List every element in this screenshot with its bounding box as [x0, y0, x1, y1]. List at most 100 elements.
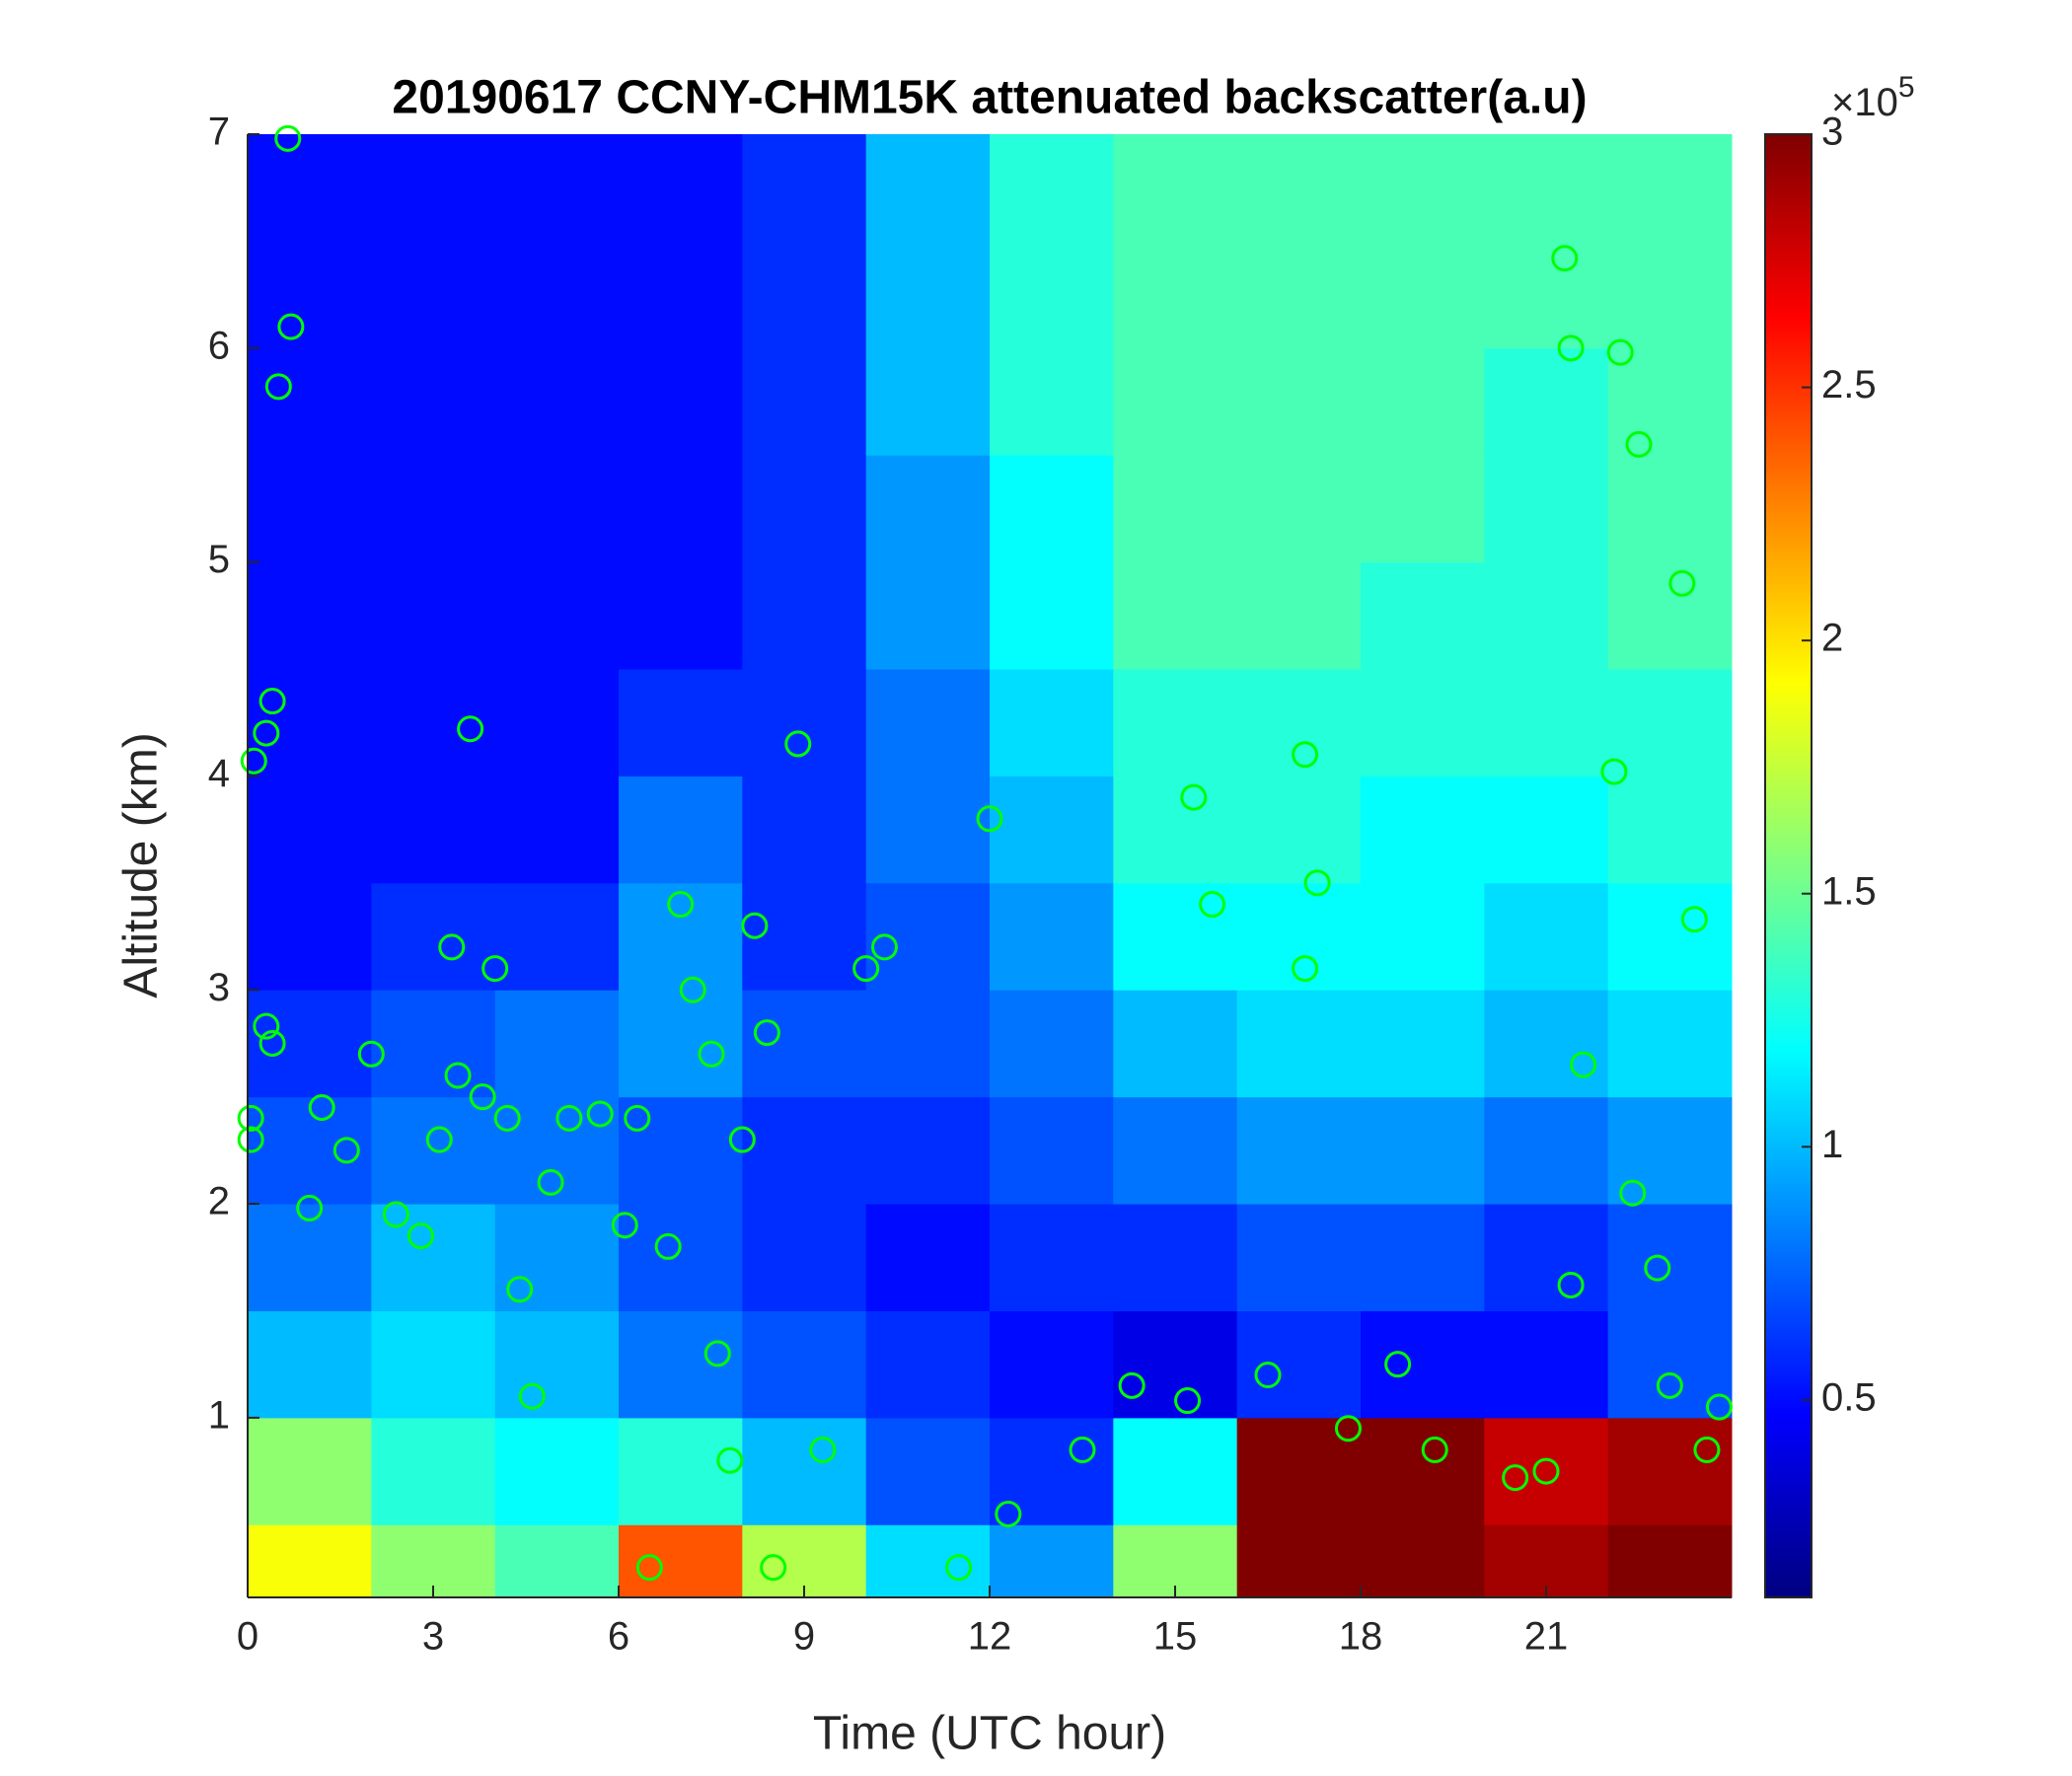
- heatmap-cell: [742, 882, 867, 991]
- heatmap-cell: [619, 1204, 743, 1311]
- heatmap-cell: [1607, 669, 1733, 777]
- heatmap-cell: [248, 882, 372, 991]
- scatter-point: [259, 1029, 286, 1057]
- x-axis-label: Time (UTC hour): [813, 1708, 1166, 1760]
- heatmap-cell: [1236, 347, 1362, 456]
- heatmap-cell: [494, 1310, 620, 1419]
- colorbar-tick-label: 0.5: [1821, 1375, 1877, 1419]
- heatmap-cell: [371, 561, 496, 670]
- scatter-point: [945, 1554, 973, 1582]
- scatter-point: [1600, 758, 1628, 785]
- heatmap-cell: [1113, 1204, 1238, 1311]
- colorbar-multiplier: ×105: [1831, 71, 1915, 124]
- scatter-point: [259, 688, 286, 715]
- heatmap-cell: [248, 134, 372, 242]
- scatter-point: [518, 1382, 546, 1410]
- heatmap-cell: [619, 455, 743, 563]
- scatter-point: [457, 715, 484, 743]
- heatmap-cell: [371, 134, 496, 242]
- scatter-point: [1680, 906, 1708, 933]
- heatmap-cell: [1236, 241, 1362, 349]
- colorbar-tick-label: 1.5: [1821, 869, 1877, 913]
- scatter-point: [1421, 1436, 1448, 1463]
- heatmap-cell: [371, 347, 496, 456]
- x-tick-label: 9: [793, 1615, 815, 1659]
- heatmap-cell: [371, 455, 496, 563]
- scatter-point: [1625, 430, 1653, 458]
- heatmap-cell: [1236, 1524, 1362, 1598]
- heatmap-cell: [371, 990, 496, 1098]
- scatter-point: [624, 1104, 651, 1132]
- heatmap-cell: [494, 561, 620, 670]
- heatmap-cell: [619, 882, 743, 991]
- heatmap-cell: [371, 1204, 496, 1311]
- heatmap-cell: [742, 776, 867, 884]
- scatter-point: [1384, 1351, 1412, 1378]
- heatmap-cell: [248, 455, 372, 563]
- y-tick-label: 6: [208, 324, 230, 367]
- heatmap-cell: [1607, 990, 1733, 1098]
- heatmap-cell: [1361, 1310, 1485, 1419]
- heatmap-cell: [619, 134, 743, 242]
- heatmap-cell: [990, 1204, 1114, 1311]
- heatmap-cell: [494, 1204, 620, 1311]
- scatter-point: [240, 747, 267, 775]
- scatter-point: [1551, 245, 1579, 272]
- scatter-point: [1557, 334, 1585, 362]
- scatter-point: [237, 1104, 264, 1132]
- heatmap-cell: [619, 776, 743, 884]
- scatter-point: [698, 1040, 725, 1068]
- y-tick-label: 1: [208, 1393, 230, 1437]
- heatmap-cell: [1484, 561, 1609, 670]
- heatmap-cell: [865, 1310, 991, 1419]
- scatter-point: [635, 1554, 663, 1582]
- heatmap-cell: [494, 990, 620, 1098]
- scatter-point: [667, 891, 695, 919]
- heatmap-cell: [1236, 134, 1362, 242]
- scatter-point: [703, 1340, 731, 1368]
- scatter-point: [407, 1222, 434, 1250]
- heatmap-cell: [1236, 990, 1362, 1098]
- heatmap-cell: [742, 669, 867, 777]
- heatmap-cell: [1361, 669, 1485, 777]
- colorbar: [1764, 133, 1813, 1598]
- scatter-point: [1118, 1371, 1146, 1399]
- multiplier-exponent: 5: [1898, 71, 1915, 104]
- heatmap-cell: [865, 1204, 991, 1311]
- heatmap-cell: [1607, 1204, 1733, 1311]
- scatter-point: [1180, 783, 1208, 811]
- scatter-point: [1668, 569, 1696, 597]
- scatter-point: [870, 933, 898, 961]
- scatter-point: [1557, 1271, 1585, 1298]
- heatmap-cell: [990, 241, 1114, 349]
- heatmap-cell: [1361, 882, 1485, 991]
- heatmap-cell: [865, 455, 991, 563]
- heatmap-cell: [865, 347, 991, 456]
- scatter-point: [555, 1104, 583, 1132]
- heatmap-cell: [865, 1417, 991, 1525]
- scatter-point: [760, 1554, 787, 1582]
- heatmap-cell: [1113, 134, 1238, 242]
- heatmap-cell: [248, 241, 372, 349]
- heatmap-cell: [248, 347, 372, 456]
- colorbar-tick-label: 1: [1821, 1123, 1843, 1166]
- heatmap-cell: [619, 1417, 743, 1525]
- heatmap-cell: [1113, 669, 1238, 777]
- scatter-point: [809, 1436, 837, 1463]
- heatmap-cell: [865, 1524, 991, 1598]
- heatmap-cell: [1361, 1524, 1485, 1598]
- scatter-point: [444, 1062, 472, 1089]
- heatmap-cell: [1484, 882, 1609, 991]
- heatmap-cell: [248, 1524, 372, 1598]
- scatter-point: [277, 313, 305, 340]
- heatmap-cell: [1607, 1310, 1733, 1419]
- scatter-point: [1644, 1254, 1671, 1282]
- heatmap-cell: [1607, 455, 1733, 563]
- heatmap-cell: [742, 561, 867, 670]
- scatter-point: [1292, 741, 1319, 769]
- heatmap-cell: [1607, 241, 1733, 349]
- heatmap-cell: [1113, 990, 1238, 1098]
- heatmap-cell: [1361, 990, 1485, 1098]
